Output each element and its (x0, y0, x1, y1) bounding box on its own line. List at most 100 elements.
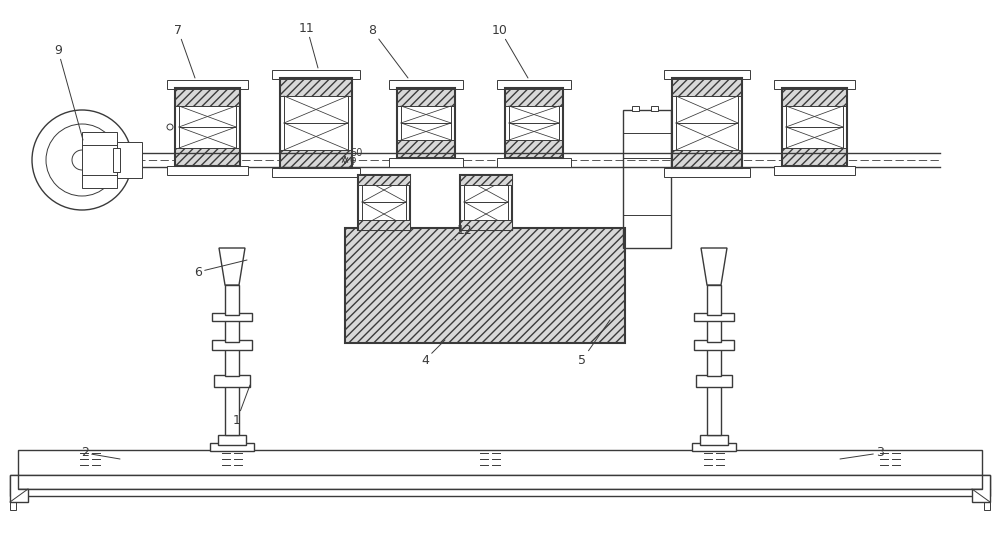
Bar (782, 88, 847, 106)
Bar (774, 166, 855, 175)
Bar (676, 123, 738, 150)
Bar (460, 175, 512, 185)
Polygon shape (701, 248, 727, 285)
Bar (10, 502, 16, 510)
Bar (984, 502, 990, 510)
Bar (696, 375, 732, 387)
Bar (505, 88, 563, 158)
Bar (401, 123, 451, 140)
Bar (175, 148, 240, 166)
Bar (358, 175, 410, 230)
Bar (692, 443, 736, 451)
Bar (210, 443, 254, 451)
Bar (664, 70, 750, 79)
Bar (358, 175, 410, 185)
Text: 12: 12 (455, 224, 473, 240)
Text: 9: 9 (54, 44, 83, 140)
Bar (345, 228, 625, 343)
Bar (497, 158, 571, 167)
Bar (464, 202, 508, 226)
Polygon shape (972, 475, 990, 502)
Bar (786, 127, 843, 148)
Bar (225, 285, 239, 315)
Bar (167, 80, 248, 89)
Bar (345, 228, 625, 343)
Bar (214, 375, 250, 387)
Bar (389, 80, 463, 89)
Bar (212, 313, 252, 321)
Bar (280, 78, 352, 96)
Bar (707, 320, 721, 342)
Bar (284, 96, 348, 123)
Bar (225, 385, 239, 435)
Bar (10, 489, 990, 496)
Bar (397, 88, 455, 106)
Bar (358, 175, 410, 230)
Text: 3: 3 (840, 446, 884, 459)
Bar (509, 106, 559, 123)
Bar (358, 220, 410, 230)
Bar (460, 220, 512, 230)
Bar (497, 80, 571, 89)
Bar (272, 168, 360, 177)
Bar (117, 142, 142, 178)
Bar (694, 313, 734, 321)
Bar (175, 88, 240, 166)
Text: 4: 4 (421, 340, 445, 366)
Bar (362, 202, 406, 226)
Bar (179, 106, 236, 127)
Bar (664, 168, 750, 177)
Bar (82, 132, 117, 188)
Bar (272, 70, 360, 79)
Bar (397, 88, 455, 158)
Text: 1: 1 (233, 385, 250, 427)
Polygon shape (10, 475, 28, 502)
Bar (280, 150, 352, 168)
Circle shape (72, 150, 92, 170)
Bar (632, 106, 639, 111)
Text: 8: 8 (368, 24, 408, 78)
Bar (774, 80, 855, 89)
Bar (225, 348, 239, 376)
Bar (672, 78, 742, 168)
Bar (786, 106, 843, 127)
Bar (707, 348, 721, 376)
Bar (280, 78, 352, 168)
Circle shape (167, 124, 173, 130)
Bar (401, 106, 451, 123)
Bar (225, 320, 239, 342)
Text: 11: 11 (299, 21, 318, 68)
Bar (284, 123, 348, 150)
Bar (651, 106, 658, 111)
Bar (175, 88, 240, 106)
Bar (707, 285, 721, 315)
Bar (676, 96, 738, 123)
Bar (18, 450, 982, 475)
Text: 10: 10 (492, 24, 528, 78)
Bar (672, 78, 742, 96)
Bar (179, 127, 236, 148)
Bar (623, 110, 671, 248)
Bar (167, 166, 248, 175)
Bar (113, 148, 120, 172)
Bar (782, 148, 847, 166)
Bar (707, 385, 721, 435)
Circle shape (46, 124, 118, 196)
Text: φ: φ (350, 155, 356, 165)
Bar (505, 88, 563, 106)
Bar (505, 140, 563, 158)
Bar (218, 435, 246, 445)
Polygon shape (219, 248, 245, 285)
Text: 50: 50 (350, 148, 362, 158)
Bar (509, 123, 559, 140)
Bar (212, 340, 252, 350)
Text: 7: 7 (174, 24, 195, 78)
Bar (700, 435, 728, 445)
Circle shape (32, 110, 132, 210)
Bar (672, 150, 742, 168)
Bar (694, 340, 734, 350)
Bar (389, 158, 463, 167)
Bar (460, 175, 512, 230)
Bar (464, 178, 508, 202)
Bar (460, 175, 512, 230)
